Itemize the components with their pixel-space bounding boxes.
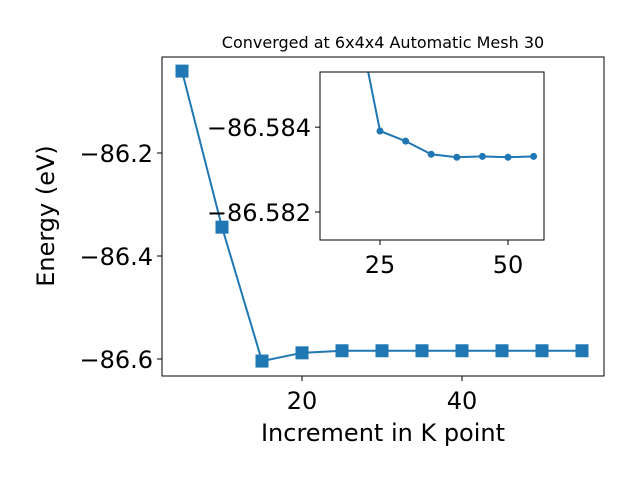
marker	[427, 150, 435, 158]
series-line	[367, 72, 534, 159]
marker	[530, 152, 538, 160]
axes-frame	[319, 71, 545, 241]
y-tick-label: −86.2	[79, 140, 153, 168]
marker	[453, 153, 461, 161]
plot-area	[175, 64, 589, 368]
chart-title: Converged at 6x4x4 Automatic Mesh 30	[222, 33, 544, 52]
y-tick-label: −86.582	[207, 199, 311, 227]
marker	[504, 153, 512, 161]
marker	[455, 344, 469, 358]
y-tick-label: −86.4	[79, 243, 153, 271]
axes-frame	[161, 56, 605, 377]
x-tick-label: 40	[447, 387, 478, 415]
marker	[415, 344, 429, 358]
marker	[175, 64, 189, 78]
marker	[335, 344, 349, 358]
marker	[215, 220, 229, 234]
marker	[255, 354, 269, 368]
y-tick-label: −86.584	[207, 114, 311, 142]
marker	[376, 127, 384, 135]
marker	[402, 137, 410, 145]
marker	[575, 344, 589, 358]
marker	[495, 344, 509, 358]
x-tick-label: 25	[365, 251, 396, 279]
y-tick-label: −86.6	[79, 346, 153, 374]
marker	[478, 152, 486, 160]
x-axis-label: Increment in K point	[261, 419, 505, 447]
marker	[375, 344, 389, 358]
y-axis-label: Energy (eV)	[32, 145, 60, 287]
marker	[535, 344, 549, 358]
x-tick-label: 20	[287, 387, 318, 415]
plot-area	[367, 72, 538, 161]
marker	[295, 346, 309, 360]
x-tick-label: 50	[493, 251, 524, 279]
